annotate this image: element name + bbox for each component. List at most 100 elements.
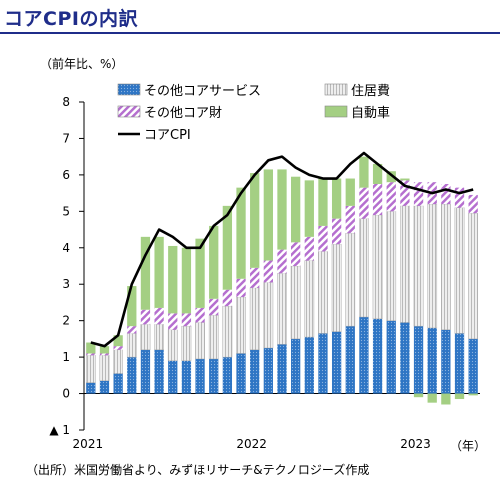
bar-segment-other-goods [86, 353, 96, 356]
bar-segment-other-services [195, 358, 205, 394]
bar-segment-other-services [291, 338, 301, 394]
bar-segment-other-goods [140, 309, 151, 325]
legend-label: 自動車 [351, 106, 390, 121]
x-tick-label: 2022 [236, 437, 267, 451]
bar-segment-other-services [413, 326, 424, 394]
bar-segment-autos [372, 163, 383, 184]
bar-segment-other-services [331, 331, 342, 394]
bar-segment-autos [222, 205, 233, 290]
bar-segment-autos [441, 393, 451, 405]
bar-segment-shelter [126, 333, 137, 358]
bar-segment-other-services [277, 344, 287, 394]
bar-segment-autos [277, 169, 287, 250]
bar-segment-shelter [400, 205, 410, 323]
bar-segment-other-services [400, 322, 410, 394]
bar-segment-autos [304, 180, 314, 237]
bar-segment-autos [140, 236, 151, 310]
bar-segment-other-services [427, 327, 437, 394]
bar-segment-autos [127, 286, 137, 327]
bar-segment-shelter [208, 315, 219, 360]
bar-segment-other-goods [209, 298, 219, 316]
bar-segments [85, 156, 479, 405]
y-tick-label: 0 [62, 387, 70, 401]
bar-segment-other-services [140, 349, 151, 394]
bar-segment-shelter [140, 324, 151, 351]
legend-label: その他コア財 [144, 106, 222, 121]
x-tick-label: 2023 [400, 437, 431, 451]
y-tick-label: 4 [62, 241, 70, 255]
bar-segment-other-services [154, 349, 164, 394]
y-tick-label: 2 [62, 314, 70, 328]
legend-swatch [117, 83, 141, 96]
bar-segment-autos [263, 169, 273, 261]
bar-segment-shelter [222, 305, 233, 358]
bar-segment-other-services [99, 380, 110, 394]
bar-segment-other-services [168, 360, 178, 394]
bar-segment-other-services [454, 333, 465, 394]
bar-segment-other-services [209, 358, 219, 394]
bar-segment-other-goods [400, 180, 410, 206]
legend-label: その他コアサービス [144, 84, 261, 99]
axis-labels: ▲ 1 0 1 2 3 4 5 6 7 8 2021 2022 2023 （年） [49, 95, 486, 453]
bar-segment-other-goods [263, 260, 273, 283]
bar-segment-shelter [372, 214, 383, 320]
bar-segment-other-services [250, 349, 260, 394]
bar-segment-shelter [181, 325, 192, 361]
bar-segment-shelter [249, 287, 260, 351]
bar-segment-other-goods [113, 346, 123, 350]
bar-segment-shelter [454, 207, 465, 334]
bar-segment-autos [291, 176, 301, 243]
bar-segment-autos [181, 247, 192, 314]
bar-segment-shelter [468, 212, 479, 340]
bar-segment-autos [318, 178, 328, 226]
legend-swatch [324, 105, 348, 118]
legend-swatch [117, 105, 141, 118]
bar-segment-other-goods [345, 205, 355, 234]
bar-segment-shelter [277, 273, 287, 345]
bar-segment-shelter [427, 203, 438, 329]
bar-segment-other-goods [127, 326, 137, 334]
y-tick-label: 7 [62, 131, 70, 145]
bar-segment-shelter [154, 324, 164, 351]
bar-segment-shelter [345, 232, 356, 327]
bar-segment-shelter [236, 296, 246, 354]
bar-segment-other-services [386, 320, 396, 394]
bar-segment-other-goods [154, 307, 164, 325]
title-underline [0, 32, 500, 34]
x-unit-label: （年） [450, 439, 486, 453]
bar-segment-autos [400, 178, 410, 181]
legend-label: 住居費 [351, 84, 390, 99]
bar-segment-shelter [290, 265, 301, 340]
bar-segment-other-goods [99, 353, 110, 356]
bar-segment-autos [359, 156, 369, 188]
bar-segment-other-services [222, 357, 233, 394]
bar-segment-shelter [386, 211, 397, 321]
bar-segment-other-goods [236, 278, 246, 297]
bar-segment-shelter [113, 349, 123, 374]
x-tick-label: 2021 [73, 437, 104, 451]
source-note: （出所）米国労働省より、みずほリサーチ&テクノロジーズ作成 [26, 463, 370, 477]
bar-segment-autos [113, 335, 123, 347]
bar-segment-autos [209, 225, 219, 299]
bar-segment-other-services [304, 337, 314, 394]
bar-segment-other-services [113, 373, 123, 394]
bar-segment-other-goods [441, 184, 451, 205]
bar-segment-shelter [304, 260, 315, 338]
bar-segment-autos [168, 245, 178, 314]
bar-segment-other-services [318, 333, 328, 394]
bar-segment-other-goods [304, 236, 314, 261]
bar-segment-shelter [318, 251, 328, 334]
bar-segment-autos [99, 346, 110, 354]
bar-segment-shelter [195, 322, 205, 360]
bar-segment-other-goods [318, 225, 328, 252]
bar-segment-autos [386, 171, 396, 183]
bar-segment-autos [413, 393, 424, 398]
bar-segment-other-goods [195, 307, 205, 323]
bar-segment-other-services [345, 326, 355, 394]
bar-segment-other-goods [168, 313, 178, 330]
chart-title: コアCPIの内訳 [4, 8, 138, 30]
bar-segment-shelter [85, 355, 96, 383]
bar-segment-other-services [86, 382, 96, 394]
